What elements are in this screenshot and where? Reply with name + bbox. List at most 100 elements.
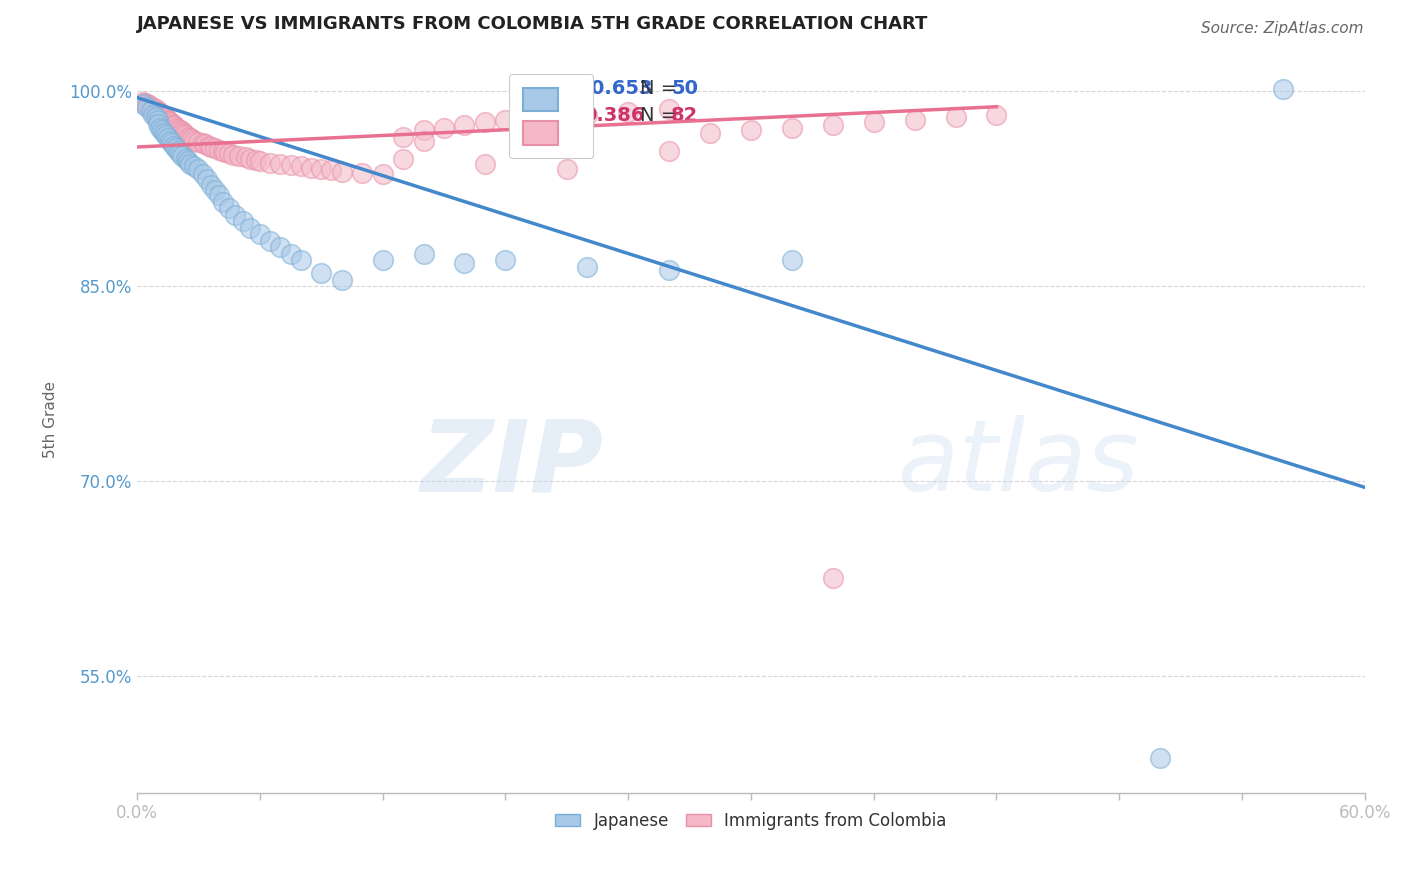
- Point: [204, 141, 226, 155]
- Point: [177, 154, 200, 169]
- Point: [224, 208, 246, 222]
- Point: [412, 246, 434, 260]
- Point: [138, 98, 160, 112]
- Point: [141, 103, 163, 118]
- Point: [179, 157, 201, 171]
- Y-axis label: 5th Grade: 5th Grade: [44, 381, 58, 458]
- Point: [555, 162, 578, 177]
- Point: [136, 100, 159, 114]
- Point: [132, 97, 155, 112]
- Point: [167, 121, 190, 136]
- Legend: Japanese, Immigrants from Colombia: Japanese, Immigrants from Colombia: [548, 805, 953, 837]
- Point: [321, 163, 343, 178]
- Point: [474, 157, 496, 171]
- Point: [136, 97, 159, 112]
- Point: [821, 118, 844, 132]
- Point: [134, 95, 156, 110]
- Point: [453, 255, 475, 269]
- Point: [862, 115, 884, 129]
- Point: [181, 132, 204, 146]
- Point: [152, 109, 174, 123]
- Point: [165, 120, 187, 135]
- Point: [160, 117, 183, 131]
- Point: [330, 272, 353, 286]
- Point: [780, 253, 803, 268]
- Point: [239, 152, 262, 166]
- Point: [177, 129, 200, 144]
- Point: [141, 100, 163, 114]
- Point: [352, 166, 374, 180]
- Point: [821, 571, 844, 585]
- Point: [412, 134, 434, 148]
- Point: [1271, 81, 1294, 95]
- Point: [371, 167, 394, 181]
- Point: [392, 152, 415, 166]
- Text: 50: 50: [671, 79, 699, 98]
- Point: [392, 129, 415, 144]
- Point: [658, 103, 681, 117]
- Point: [155, 112, 177, 126]
- Point: [269, 240, 291, 254]
- Point: [156, 112, 179, 127]
- Point: [169, 146, 191, 161]
- Point: [259, 155, 281, 169]
- Point: [145, 110, 167, 124]
- Point: [204, 183, 226, 197]
- Point: [172, 126, 194, 140]
- Point: [156, 114, 179, 128]
- Point: [576, 107, 599, 121]
- Point: [218, 201, 240, 215]
- Point: [183, 160, 205, 174]
- Point: [617, 104, 640, 119]
- Point: [494, 253, 516, 268]
- Point: [904, 112, 927, 127]
- Point: [187, 135, 209, 149]
- Point: [536, 110, 558, 124]
- Point: [159, 134, 181, 148]
- Point: [474, 115, 496, 129]
- Text: R =: R =: [548, 79, 591, 98]
- Point: [453, 118, 475, 132]
- Point: [699, 126, 721, 140]
- Point: [280, 158, 302, 172]
- Point: [183, 134, 205, 148]
- Point: [986, 107, 1008, 121]
- Text: Source: ZipAtlas.com: Source: ZipAtlas.com: [1201, 21, 1364, 36]
- Point: [249, 154, 271, 169]
- Text: N =: N =: [641, 79, 683, 98]
- Point: [132, 95, 155, 109]
- Point: [163, 119, 186, 133]
- Point: [780, 120, 803, 135]
- Point: [160, 136, 183, 150]
- Point: [412, 123, 434, 137]
- Point: [150, 107, 173, 121]
- Text: N =: N =: [641, 106, 683, 126]
- Point: [309, 266, 332, 280]
- Point: [187, 162, 209, 177]
- Point: [197, 138, 219, 153]
- Point: [309, 162, 332, 177]
- Point: [179, 131, 201, 145]
- Point: [208, 188, 231, 202]
- Point: [536, 138, 558, 153]
- Point: [299, 161, 322, 175]
- Point: [146, 104, 169, 119]
- Point: [433, 120, 456, 135]
- Point: [280, 246, 302, 260]
- Point: [228, 149, 250, 163]
- Point: [290, 253, 312, 268]
- Text: ZIP: ZIP: [420, 416, 603, 513]
- Point: [155, 128, 177, 143]
- Point: [146, 117, 169, 131]
- Point: [163, 118, 186, 132]
- Point: [290, 160, 312, 174]
- Point: [174, 152, 197, 166]
- Point: [740, 123, 762, 137]
- Point: [194, 137, 217, 152]
- Text: R =: R =: [548, 106, 591, 126]
- Point: [174, 128, 197, 143]
- Point: [152, 126, 174, 140]
- Point: [576, 260, 599, 274]
- Point: [259, 234, 281, 248]
- Point: [200, 140, 222, 154]
